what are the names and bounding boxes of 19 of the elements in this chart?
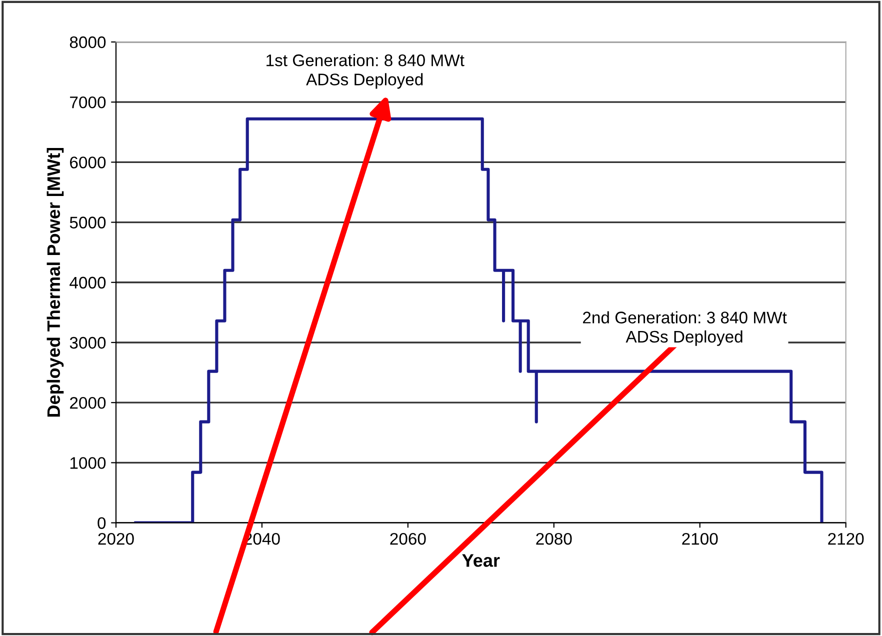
y-tick-label: 4000	[70, 276, 106, 289]
x-tick-label: 2080	[536, 532, 572, 545]
y-tick-label: 2000	[70, 396, 106, 409]
x-tick-label: 2020	[98, 532, 134, 545]
x-tick-label: 2120	[828, 532, 864, 545]
y-tick-label: 8000	[70, 36, 106, 48]
x-axis-title: Year	[462, 554, 500, 567]
y-tick-label: 3000	[70, 336, 106, 349]
line-series	[134, 117, 824, 523]
y-tick-label: 5000	[70, 216, 106, 228]
y-tick-label: 0	[98, 517, 106, 529]
x-tick-label: 2060	[390, 532, 426, 545]
y-tick-label: 1000	[70, 457, 106, 469]
y-tick-label: 7000	[70, 96, 106, 108]
annotation: 2nd Generation: 3 840 MWt ADSs Deployed	[583, 311, 787, 346]
x-tick-label: 2100	[682, 532, 718, 545]
y-tick-label: 6000	[70, 156, 106, 168]
y-axis-title: Deployed Thermal Power [MWt]	[46, 148, 64, 417]
annotation: 1st Generation: 8 840 MWt ADSs Deployed	[266, 54, 464, 89]
